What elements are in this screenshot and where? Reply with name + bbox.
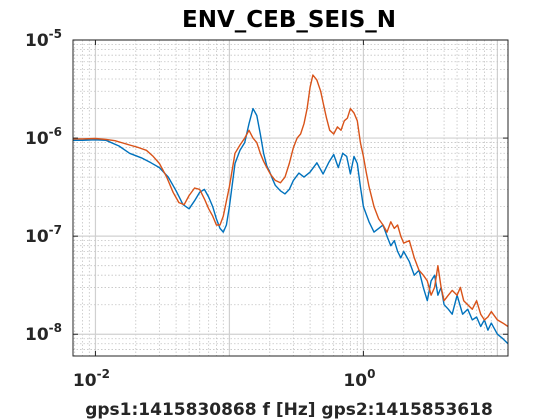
series-line-2	[73, 74, 509, 328]
y-tick-label: 10-8	[25, 321, 62, 345]
series-layer	[73, 74, 509, 345]
x-axis-label: gps1:1415830868 f [Hz] gps2:1415853618	[85, 400, 493, 420]
y-tick-label: 10-6	[25, 125, 62, 149]
series-line-1	[73, 107, 509, 345]
x-tick-label: 100	[343, 367, 375, 391]
y-tick-label: 10-7	[25, 223, 62, 247]
x-tick-label: 10-2	[73, 367, 110, 391]
ticks: 10-2 100 10-5 10-6 10-7 10-8	[25, 27, 508, 391]
grid	[73, 39, 508, 357]
plot-frame	[72, 39, 509, 357]
y-tick-label: 10-5	[25, 27, 62, 51]
chart-title: ENV_CEB_SEIS_N	[182, 7, 396, 33]
